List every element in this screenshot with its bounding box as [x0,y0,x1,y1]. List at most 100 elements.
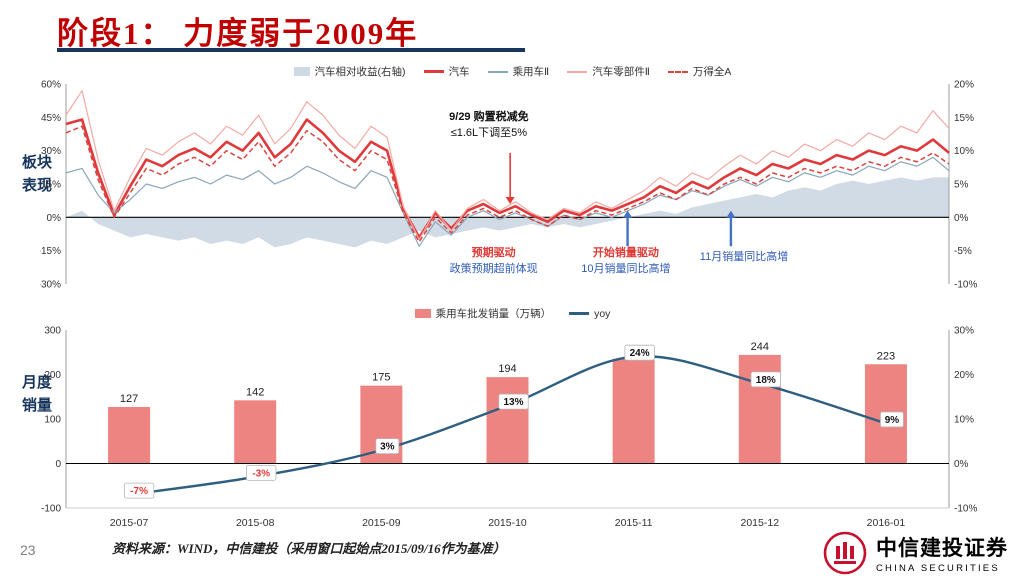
bar-2015-11 [612,358,655,464]
x-axis-label: 2015-12 [741,517,780,529]
axis-tick-label: 10% [954,146,974,157]
yoy-label-box [123,482,155,499]
yoy-label: -7% [130,486,148,497]
top-legend-item: 汽车零部件Ⅱ [567,64,650,79]
yoy-label-box [750,371,781,388]
annotation-line: 开始销量驱动 [592,247,659,259]
axis-tick-label: 45% [41,113,61,124]
axis-tick-label: -10% [954,280,977,291]
axis-tick-label: -100 [41,504,61,515]
top-legend-item: 汽车 [423,64,470,79]
yoy-label-box [246,464,277,481]
axis-tick-label: 5% [954,180,969,191]
yoy-label-box [498,393,529,410]
axis-tick-label: 0% [954,459,969,470]
axis-tick-label: 20% [954,370,974,381]
legend-label: 万得全A [692,66,732,78]
legend-swatch-icon [569,312,590,315]
annotation-line: 11月销量同比高增 [699,251,789,263]
yoy-label: -3% [252,468,270,479]
bar-2015-12 [738,354,781,464]
axis-tick-label: 30% [41,146,61,157]
axis-tick-label: 300 [44,326,61,337]
annotation-arrowhead [623,210,633,218]
series-line-汽车零部件Ⅱ [65,90,950,241]
sector-performance-plot: 60% 45% 30% 15% 0% -15% -30% 20% 15% 10% 5% 0% -5% -1… [40,80,977,291]
bar-2015-08 [234,400,277,464]
sales-drive-note: 开始销量驱动 10月销量同比高增 [581,246,670,278]
series-line-汽车 [65,118,950,239]
bar-value-label: 127 [120,393,138,405]
annotation-arrowhead [505,197,515,204]
bottom-legend-item: 乘用车批发销量（万辆） [414,306,552,321]
yoy-label: 9% [885,415,900,426]
legend-swatch-icon [567,70,588,73]
left-label-sector-performance: 板块 表现 [12,152,62,197]
annotation-arrowhead [726,210,736,218]
legend-label: 汽车零部件Ⅱ [592,66,650,78]
bar-2015-07 [108,406,151,464]
logo-text-cn: 中信建投证券 [876,537,1008,560]
source-note: 资料来源：WIND，中信建投（采用窗口起始点2015/09/16作为基准） [112,541,506,556]
x-axis-label: 2015-10 [488,517,527,529]
annotation-line: 9/29 购置税减免 [449,111,529,123]
axis-tick-label: -10% [954,504,977,515]
logo-mark-icon [823,531,867,575]
bar-2015-10 [486,377,529,464]
top-legend-item: 万得全A [667,64,732,79]
axis-tick-label: 10% [954,415,974,426]
axis-tick-label: 0% [47,213,62,224]
axis-tick-label: 60% [41,80,61,91]
axis-tick-label: -15% [40,246,61,257]
axis-tick-label: 0 [55,459,61,470]
axis-tick-label: 0% [954,213,969,224]
legend-swatch-icon [414,309,431,318]
monthly-sales-chart: 乘用车批发销量（万辆） yoy 127 142 175 194 244 223 2015-07… [40,300,985,532]
bar-value-label: 244 [751,341,769,353]
yoy-label: 24% [630,348,650,359]
axis-tick-label: -5% [954,246,972,257]
x-axis-label: 2015-07 [110,517,149,529]
series-line-万得全A [65,125,950,243]
axis-tick-label: -30% [40,280,61,291]
left-label-line: 月度 [21,374,52,391]
axis-tick-label: 15% [954,113,974,124]
axis-tick-label: 200 [44,370,61,381]
page-title: 阶段1： 力度弱于2009年 [57,16,419,51]
relative-return-area [66,177,949,248]
title-underline [57,48,525,52]
x-axis-label: 2016-01 [867,517,906,529]
annotation-line: 预期驱动 [471,247,516,259]
bottom-legend-item: yoy [569,308,610,320]
left-label-line: 板块 [21,154,52,171]
x-axis-label: 2015-11 [615,517,653,529]
bar-value-label: 175 [372,372,390,384]
left-label-line: 表现 [21,176,52,194]
legend-swatch-icon [423,70,444,73]
bar-value-label: 223 [877,350,895,362]
yoy-label-box [375,438,400,455]
axis-tick-label: 30% [954,326,974,337]
axis-tick-label: 20% [954,80,974,91]
annotation-line: ≤1.6L下调至5% [450,126,528,139]
top-legend-item: 汽车相对收益(右轴) [293,64,406,79]
legend-label: 乘用车批发销量（万辆） [435,308,552,320]
legend-label: 汽车 [448,66,470,78]
legend-label: 汽车相对收益(右轴) [314,66,406,78]
left-label-monthly-sales: 月度 销量 [12,372,62,417]
annotation-line: 10月销量同比高增 [581,262,671,275]
yoy-label: 3% [380,442,395,453]
left-label-line: 销量 [21,396,52,414]
monthly-sales-plot: 127 142 175 194 244 223 2015-07 2015-08 2015-09 2… [41,326,977,530]
annotation-line: 政策预期超前体现 [449,262,538,275]
legend-swatch-icon [487,70,508,73]
yoy-label: 18% [756,375,776,386]
logo-text-en: CHINA SECURITIES [876,563,1000,574]
legend-swatch-icon [293,67,310,76]
axis-tick-label: 15% [41,180,61,191]
yoy-label: 13% [503,397,523,408]
legend-swatch-icon [667,70,688,73]
top-legend-item: 乘用车Ⅱ [487,64,549,79]
x-axis-label: 2015-09 [362,517,401,529]
